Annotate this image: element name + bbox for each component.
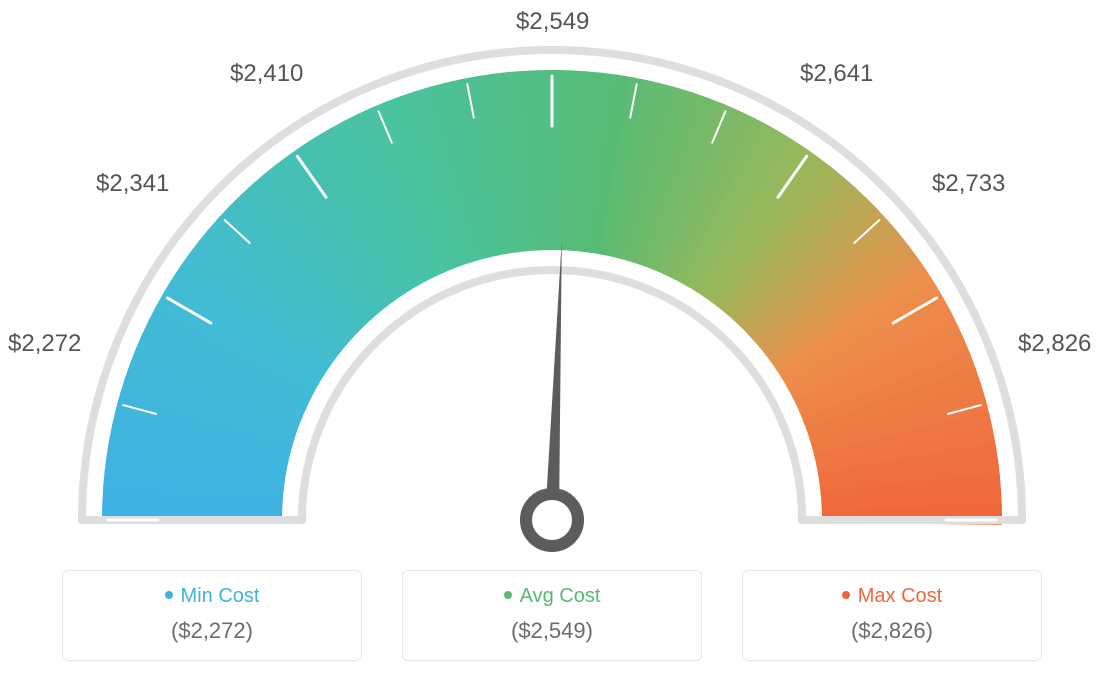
legend-title-min: Min Cost [63,585,361,608]
legend-card-avg: Avg Cost ($2,549) [402,570,702,661]
gauge-tick-label: $2,410 [230,60,303,88]
legend-title-avg: Avg Cost [403,585,701,608]
gauge-tick-label: $2,341 [96,170,169,198]
gauge-tick-label: $2,549 [516,8,589,36]
legend-value-avg: ($2,549) [403,618,701,644]
legend-label-min: Min Cost [181,585,260,607]
gauge-svg [0,0,1104,560]
legend-dot-min [165,591,173,599]
legend-title-max: Max Cost [743,585,1041,608]
legend-label-max: Max Cost [858,585,942,607]
legend-value-min: ($2,272) [63,618,361,644]
legend-card-max: Max Cost ($2,826) [742,570,1042,661]
legend-value-max: ($2,826) [743,618,1041,644]
gauge-tick-label: $2,272 [8,330,81,358]
legend-dot-max [842,591,850,599]
gauge-tick-label: $2,641 [800,60,873,88]
gauge-tick-label: $2,733 [932,170,1005,198]
legend-row: Min Cost ($2,272) Avg Cost ($2,549) Max … [0,570,1104,661]
legend-card-min: Min Cost ($2,272) [62,570,362,661]
legend-dot-avg [504,591,512,599]
gauge-tick-label: $2,826 [1018,330,1091,358]
gauge-chart: $2,272 $2,341 $2,410 $2,549 $2,641 $2,733 $2,8… [0,0,1104,560]
legend-label-avg: Avg Cost [520,585,601,607]
